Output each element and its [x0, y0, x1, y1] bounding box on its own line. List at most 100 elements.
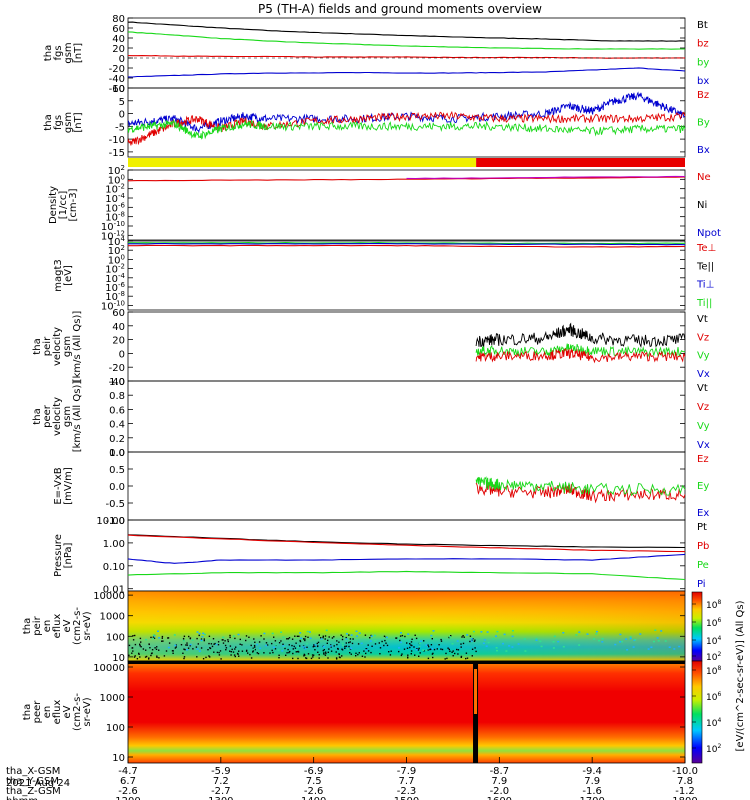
- x-tick-label: 6.7: [120, 776, 136, 787]
- spectrogram-pixel: [418, 642, 421, 645]
- x-tick-label: -2.7: [211, 786, 231, 797]
- spectrogram-pixel: [629, 637, 632, 640]
- x-row-label: tha_X-GSM: [6, 766, 60, 777]
- y-tick-label: 100: [106, 632, 125, 643]
- spectrogram-pixel: [358, 652, 360, 654]
- y-tick-label: 1000: [100, 612, 125, 623]
- spectrogram-pixel: [399, 635, 402, 637]
- y-axis-label: sr-eV): [82, 611, 93, 640]
- spectrogram-pixel: [198, 634, 200, 637]
- spectrogram-pixel: [157, 630, 159, 632]
- spectrogram-pixel: [184, 648, 186, 651]
- spectrogram-pixel: [336, 643, 338, 646]
- spectrogram-pixel: [231, 648, 233, 651]
- spectrogram-pixel: [350, 647, 353, 650]
- y-tick-exponent: -6: [118, 201, 126, 209]
- spectrogram-pixel: [401, 634, 404, 637]
- spectrogram-pixel: [327, 657, 329, 659]
- colorbar-label: [eV/(cm^2-sec-sr-eV)] (All Qs): [735, 600, 746, 751]
- spectrogram-pixel: [366, 648, 368, 650]
- spectrogram-pixel: [144, 656, 147, 658]
- spectrogram-pixel: [148, 658, 150, 660]
- spectrogram-pixel: [167, 637, 170, 639]
- y-tick-exponent: -10: [114, 220, 125, 228]
- spectrogram-pixel: [328, 648, 330, 650]
- spectrogram-pixel: [299, 639, 301, 642]
- spectrogram-pixel: [263, 638, 265, 640]
- spectrogram-pixel: [305, 657, 307, 659]
- spectrogram-pixel: [216, 651, 219, 654]
- spectrogram-pixel: [318, 634, 320, 636]
- spectrogram-pixel: [252, 651, 254, 653]
- spectrogram-pixel: [232, 651, 235, 653]
- spectrogram-pixel: [349, 638, 352, 640]
- spectrogram-pixel: [138, 653, 140, 655]
- spectrogram-pixel: [294, 635, 296, 637]
- spectrogram-pixel: [363, 650, 365, 652]
- y-tick-label: 1.0: [109, 377, 125, 388]
- colorbar-lower: [691, 660, 703, 764]
- spectrogram-pixel: [593, 638, 596, 640]
- spectrogram-pixel: [410, 644, 412, 646]
- spectrogram-pixel: [225, 647, 228, 649]
- spectrogram-pixel: [317, 641, 320, 644]
- spectrogram-pixel: [297, 646, 300, 649]
- spectrogram-pixel: [139, 656, 141, 658]
- spectrogram-pixel: [313, 645, 315, 647]
- y-tick-exponent: 4: [121, 235, 126, 243]
- panel-8: 1.0 0.5 0.0 -0.5 -1.0 E=-VxB [mV/m] Ez Ey Ex: [53, 448, 709, 527]
- y-axis-label: tha: [22, 704, 33, 720]
- spectrogram-pixel: [234, 637, 236, 640]
- spectrogram-pixel: [341, 638, 344, 641]
- spectrogram-pixel: [288, 637, 291, 639]
- spectrogram-pixel: [351, 642, 354, 645]
- spectrogram-pixel: [210, 643, 213, 645]
- spectrogram-pixel: [161, 637, 163, 639]
- spectrogram-pixel: [186, 649, 189, 651]
- spectrogram-pixel: [511, 646, 514, 648]
- y-axis-label: [eV]: [63, 265, 74, 286]
- spectrogram-pixel: [302, 646, 305, 648]
- spectrogram-pixel: [431, 647, 434, 650]
- spectrogram-pixel: [304, 635, 307, 638]
- spectrogram-pixel: [407, 633, 410, 635]
- y-tick-label: -0.5: [105, 499, 125, 510]
- spectrogram-pixel: [286, 652, 288, 654]
- spectrogram-pixel: [373, 634, 376, 637]
- spectrogram-pixel: [625, 638, 628, 640]
- spectrogram-pixel: [400, 654, 403, 657]
- spectrogram-pixel: [156, 655, 158, 657]
- y-tick-exponent: -4: [118, 272, 126, 280]
- spectrogram-pixel: [407, 654, 409, 656]
- legend-label: Bx: [697, 145, 710, 156]
- spectrogram-pixel: [249, 653, 251, 656]
- spectrogram-pixel: [345, 645, 348, 647]
- spectrogram-pixel: [449, 636, 451, 638]
- spectrogram-pixel: [562, 632, 565, 634]
- spectrogram-pixel: [203, 633, 206, 636]
- legend-label: Pt: [697, 522, 707, 533]
- spectrogram-pixel: [142, 648, 145, 650]
- spectrogram-pixel: [614, 643, 617, 646]
- spectrogram-pixel: [248, 636, 250, 638]
- spectrogram-pixel: [221, 639, 223, 641]
- y-tick-label: 60: [112, 24, 125, 35]
- panel-frame: [127, 87, 686, 158]
- x-tick-label: -5.9: [211, 766, 231, 777]
- y-tick-label: 0.8: [109, 391, 125, 402]
- spectrogram-pixel: [524, 650, 527, 652]
- y-tick-label: 40: [112, 34, 125, 45]
- spectrogram-pixel: [320, 637, 322, 639]
- colorbar-tick-label: 104: [706, 717, 721, 729]
- spectrogram-pixel: [357, 643, 360, 645]
- y-tick-label: 10000: [93, 591, 125, 602]
- y-tick-label: 10000: [93, 663, 125, 674]
- y-tick-exponent: -8: [118, 211, 125, 219]
- spectrogram-pixel: [254, 648, 256, 651]
- spectrogram-pixel: [218, 651, 220, 654]
- colorbar-tick-label: 102: [706, 651, 721, 663]
- spectrogram-pixel: [361, 655, 364, 657]
- spectrogram-pixel: [175, 646, 177, 648]
- x-axis-labels: tha_X-GSM -4.7 -5.9 -6.9 -7.9 -8.7 -9.4 -10.0 th…: [6, 757, 698, 800]
- y-axis-label: [nPa]: [63, 542, 74, 568]
